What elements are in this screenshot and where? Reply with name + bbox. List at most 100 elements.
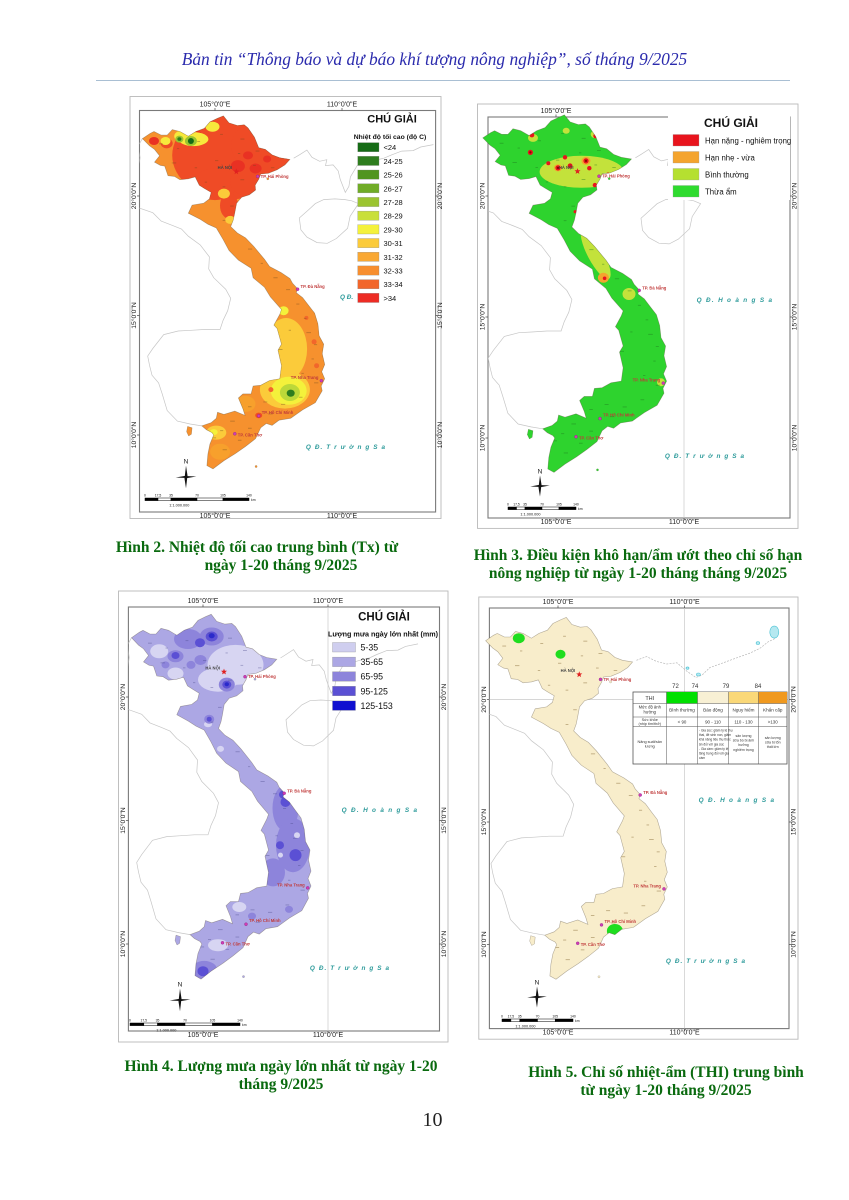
svg-text:TP. Nha Trang: TP. Nha Trang	[291, 375, 319, 380]
svg-text:105°0'0"E: 105°0'0"E	[541, 107, 572, 115]
svg-text:110 - 130: 110 - 130	[734, 720, 753, 725]
svg-text:110°0'0"E: 110°0'0"E	[313, 1031, 344, 1039]
svg-text:10°0'0"N: 10°0'0"N	[130, 422, 138, 449]
svg-text:TP. Cần Thơ: TP. Cần Thơ	[579, 435, 603, 440]
svg-text:TP. Cần Thơ: TP. Cần Thơ	[581, 942, 605, 947]
svg-text:0: 0	[507, 503, 509, 507]
svg-text:30-31: 30-31	[384, 239, 403, 248]
svg-text:110°0'0"E: 110°0'0"E	[669, 518, 700, 526]
svg-text:17,5: 17,5	[140, 1019, 147, 1023]
svg-text:15°0'0"N: 15°0'0"N	[440, 807, 448, 834]
svg-text:sữa bị tổn: sữa bị tổn	[765, 741, 781, 745]
svg-text:cầm: cầm	[699, 756, 705, 760]
svg-text:24-25: 24-25	[384, 157, 403, 166]
svg-text:10°0'0"N: 10°0'0"N	[790, 931, 798, 958]
svg-text:(nhịp tim/thở): (nhịp tim/thở)	[638, 722, 661, 726]
svg-text:20°0'0"N: 20°0'0"N	[791, 183, 799, 210]
svg-text:15°0'0"N: 15°0'0"N	[436, 302, 444, 329]
svg-text:HÀ NỘI: HÀ NỘI	[559, 165, 574, 170]
svg-text:10°0'0"N: 10°0'0"N	[436, 422, 444, 449]
svg-text:Hạn nhẹ - vừa: Hạn nhẹ - vừa	[705, 154, 756, 163]
svg-text:Hạn nặng - nghiêm trọng: Hạn nặng - nghiêm trọng	[705, 137, 791, 146]
svg-text:17,5: 17,5	[513, 503, 520, 507]
svg-text:140: 140	[570, 1015, 576, 1019]
svg-text:TP. Nha Trang: TP. Nha Trang	[633, 378, 661, 383]
svg-text:28-29: 28-29	[384, 212, 403, 221]
svg-text:140: 140	[573, 503, 579, 507]
svg-text:TP. Đà Nẵng: TP. Đà Nẵng	[301, 284, 326, 289]
svg-text:Q Đ. T r ư ờ n g S a: Q Đ. T r ư ờ n g S a	[666, 958, 746, 965]
svg-text:sản lượng: sản lượng	[736, 734, 752, 738]
svg-text:25-26: 25-26	[384, 171, 403, 180]
svg-text:tăng trọng đối với gia: tăng trọng đối với gia	[699, 752, 729, 756]
svg-text:>130: >130	[768, 720, 778, 725]
svg-text:105°0'0"E: 105°0'0"E	[543, 1029, 574, 1037]
svg-text:N: N	[538, 468, 543, 475]
svg-text:HÀ NỘI: HÀ NỘI	[218, 165, 233, 170]
svg-text:105°0'0"E: 105°0'0"E	[541, 518, 572, 526]
svg-text:15°0'0"N: 15°0'0"N	[130, 302, 138, 329]
svg-text:110°0'0"E: 110°0'0"E	[327, 101, 358, 109]
svg-text:105°0'0"E: 105°0'0"E	[543, 598, 574, 606]
svg-text:sữa bò bị ảnh: sữa bò bị ảnh	[733, 739, 754, 743]
svg-text:32-33: 32-33	[384, 267, 403, 276]
svg-text:72: 72	[672, 684, 679, 690]
svg-text:1:1.000.000: 1:1.000.000	[520, 513, 540, 517]
svg-text:CHÚ GIẢI: CHÚ GIẢI	[358, 611, 410, 624]
svg-text:Nguy hiểm: Nguy hiểm	[733, 707, 755, 713]
svg-text:110°0'0"E: 110°0'0"E	[313, 597, 344, 605]
svg-text:125-153: 125-153	[361, 701, 393, 711]
svg-text:km: km	[578, 507, 583, 511]
svg-text:nghiêm trọng: nghiêm trọng	[733, 748, 753, 752]
svg-text:90 - 110: 90 - 110	[705, 720, 721, 725]
svg-text:65-95: 65-95	[361, 672, 384, 682]
svg-text:km: km	[575, 1019, 580, 1023]
svg-text:33-34: 33-34	[384, 280, 403, 289]
svg-text:TP. Hồ Chí Minh: TP. Hồ Chí Minh	[249, 918, 281, 923]
svg-text:35-65: 35-65	[361, 657, 384, 667]
svg-text:15°0'0"N: 15°0'0"N	[791, 304, 799, 331]
svg-text:15°0'0"N: 15°0'0"N	[479, 304, 487, 331]
svg-text:km: km	[251, 498, 256, 502]
svg-text:HÀ NỘI: HÀ NỘI	[205, 665, 220, 670]
svg-text:70: 70	[195, 494, 199, 498]
svg-text:15°0'0"N: 15°0'0"N	[480, 809, 488, 836]
svg-text:Q Đ. H o à n g S a: Q Đ. H o à n g S a	[697, 297, 774, 304]
svg-text:35: 35	[156, 1019, 160, 1023]
svg-text:Bình thường: Bình thường	[705, 171, 749, 180]
svg-text:Năng suất/sản: Năng suất/sản	[638, 740, 663, 744]
svg-text:15°0'0"N: 15°0'0"N	[119, 807, 127, 834]
svg-text:20°0'0"N: 20°0'0"N	[440, 684, 448, 711]
svg-text:105°0'0"E: 105°0'0"E	[188, 1031, 219, 1039]
svg-text:10°0'0"N: 10°0'0"N	[480, 931, 488, 958]
svg-text:110°0'0"E: 110°0'0"E	[327, 512, 358, 520]
svg-text:70: 70	[536, 1015, 540, 1019]
svg-text:TP. Nha Trang: TP. Nha Trang	[277, 882, 305, 887]
svg-text:lượng: lượng	[645, 745, 655, 749]
svg-text:TP. Hồ Chí Minh: TP. Hồ Chí Minh	[603, 413, 635, 418]
svg-text:TP. Nha Trang: TP. Nha Trang	[633, 883, 661, 888]
svg-text:10°0'0"N: 10°0'0"N	[440, 931, 448, 958]
svg-text:Q Đ. T r ư ờ n g S a: Q Đ. T r ư ờ n g S a	[310, 965, 390, 972]
svg-text:0: 0	[501, 1015, 503, 1019]
svg-text:10°0'0"N: 10°0'0"N	[791, 425, 799, 452]
svg-text:Sức khỏe: Sức khỏe	[642, 718, 658, 722]
svg-text:20°0'0"N: 20°0'0"N	[480, 686, 488, 713]
svg-text:26-27: 26-27	[384, 184, 403, 193]
svg-text:110°0'0"E: 110°0'0"E	[669, 1029, 700, 1037]
svg-text:105: 105	[220, 494, 226, 498]
svg-text:17,5: 17,5	[155, 494, 162, 498]
svg-text:TP. Đà Nẵng: TP. Đà Nẵng	[287, 788, 312, 793]
svg-text:Q Đ. H o à n g S a: Q Đ. H o à n g S a	[699, 797, 776, 804]
svg-text:TP. Cần Thơ: TP. Cần Thơ	[226, 941, 250, 946]
svg-text:Nhiệt độ tối cao (độ C): Nhiệt độ tối cao (độ C)	[354, 133, 427, 141]
svg-text:CHÚ GIẢI: CHÚ GIẢI	[704, 115, 758, 130]
svg-text:CHÚ GIẢI: CHÚ GIẢI	[367, 113, 417, 126]
svg-text:Lượng mưa ngày lớn nhất (mm): Lượng mưa ngày lớn nhất (mm)	[328, 630, 439, 639]
svg-text:10°0'0"N: 10°0'0"N	[119, 931, 127, 958]
svg-text:105°0'0"E: 105°0'0"E	[188, 597, 219, 605]
svg-text:TP. Hồ Chí Minh: TP. Hồ Chí Minh	[262, 410, 294, 415]
svg-text:TP. Hải Phòng: TP. Hải Phòng	[261, 174, 289, 179]
svg-text:< 90: < 90	[678, 720, 687, 725]
svg-text:5-35: 5-35	[361, 643, 379, 653]
